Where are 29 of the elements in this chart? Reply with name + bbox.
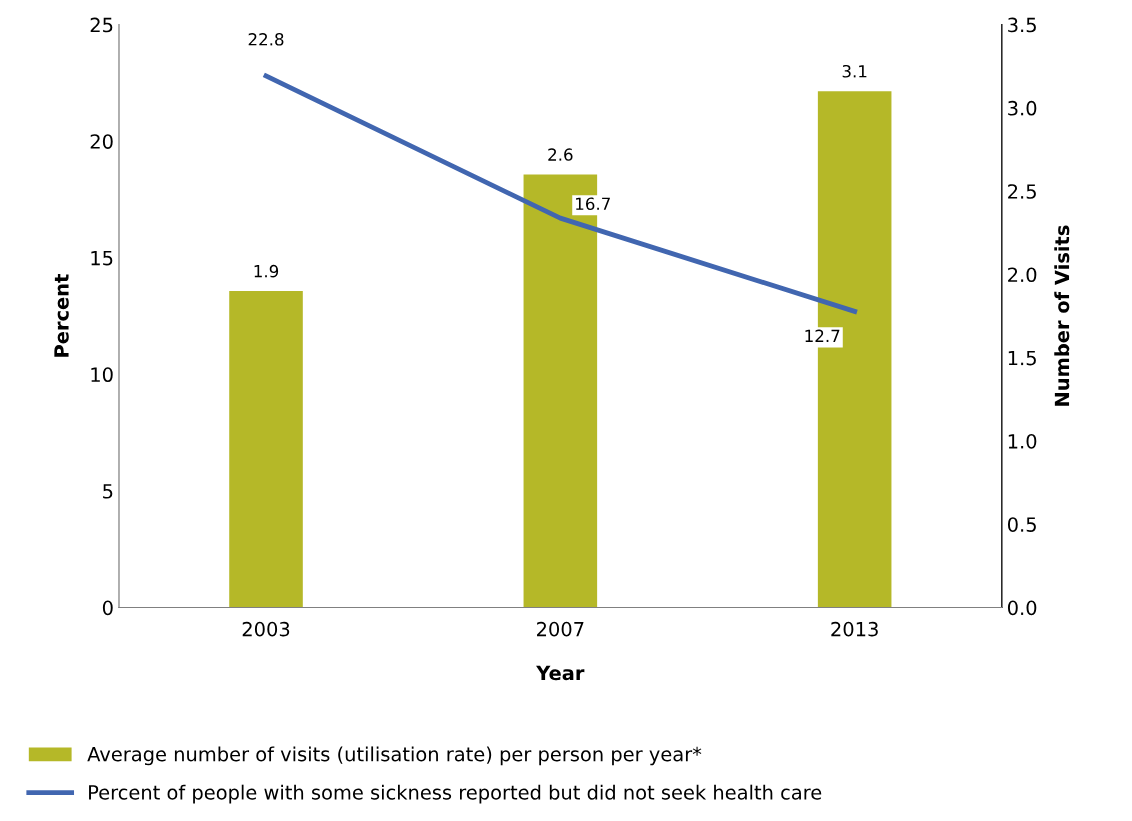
y-tick-label: 0 <box>102 600 113 616</box>
x-tick-label: 2013 <box>831 621 878 637</box>
data-label: 22.8 <box>248 33 284 46</box>
y2-tick-label: 3.5 <box>1008 17 1036 33</box>
y-axis-title: Percent <box>54 274 69 357</box>
data-label: 1.9 <box>254 264 279 278</box>
y2-tick-label: 1.0 <box>1008 433 1037 449</box>
y2-tick-label: 2.5 <box>1008 184 1036 199</box>
data-label: 12.7 <box>805 329 840 342</box>
y2-tick-label: 0.0 <box>1007 600 1037 616</box>
legend-label: Percent of people with some sickness reported but did not seek health care <box>89 784 822 804</box>
y2-tick-label: 1.5 <box>1008 350 1036 366</box>
y-tick-label: 15 <box>91 251 113 266</box>
y-tick-label: 5 <box>103 484 113 499</box>
x-axis-title: Year <box>536 665 585 681</box>
data-label: 16.7 <box>576 197 610 211</box>
bar <box>229 291 303 608</box>
y-tick-label: 25 <box>90 17 113 33</box>
y2-axis-title: Number of Visits <box>1054 225 1070 406</box>
x-tick-label: 2007 <box>537 621 584 637</box>
data-label: 3.1 <box>842 64 867 78</box>
x-tick-label: 2003 <box>242 621 290 637</box>
y-tick-label: 20 <box>90 134 113 149</box>
y2-tick-label: 3.0 <box>1008 100 1037 116</box>
data-label: 2.6 <box>548 148 573 161</box>
y2-tick-label: 2.0 <box>1008 267 1037 283</box>
y2-tick-label: 0.5 <box>1007 517 1036 532</box>
y-tick-label: 10 <box>91 367 113 383</box>
legend-label: Average number of visits (utilisation rate) per person per year* <box>87 746 702 766</box>
